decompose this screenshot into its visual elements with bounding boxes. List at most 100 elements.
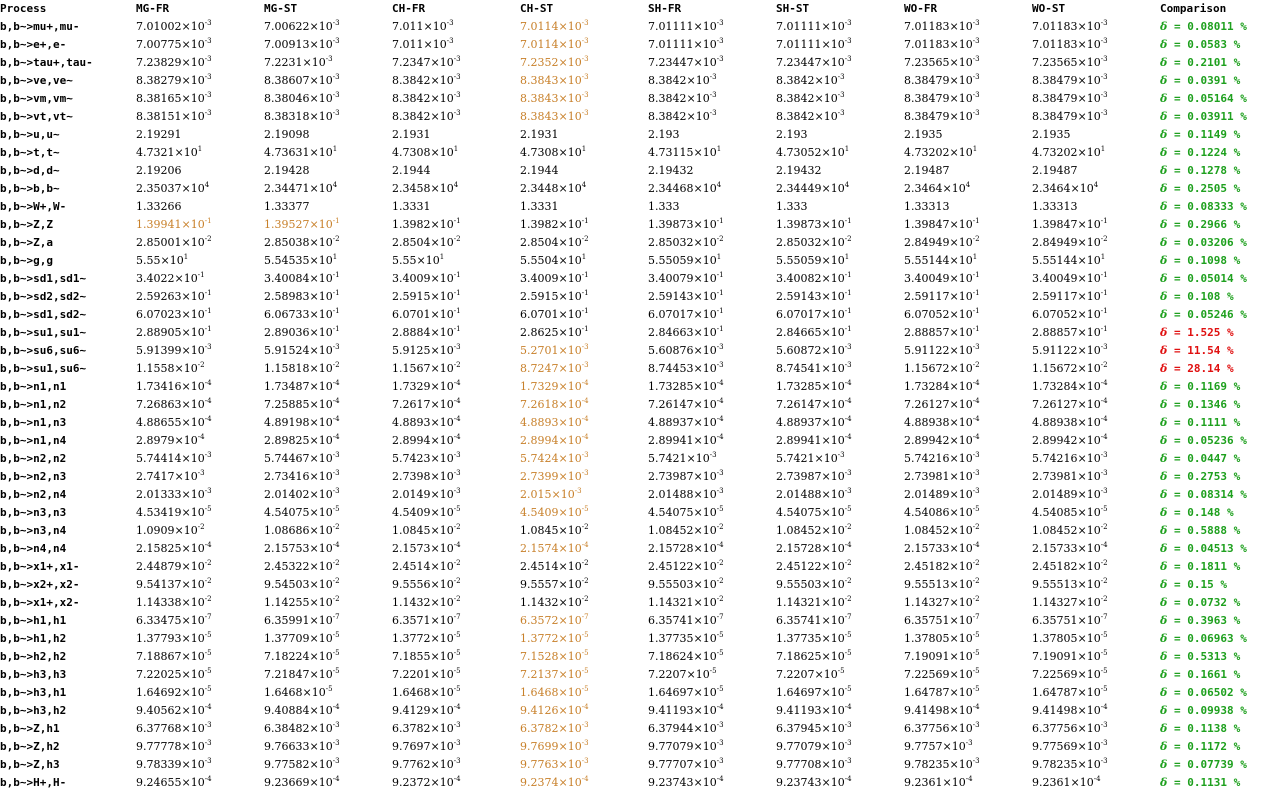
mantissa: 2.58983 [264, 290, 310, 303]
mantissa: 1.08452 [1032, 524, 1078, 537]
value-cell: 6.07023×10-1 [136, 306, 212, 324]
base-ten: 10 [190, 686, 205, 699]
delta-symbol: δ [1160, 416, 1168, 429]
value-cell: 7.2618×10-4 [520, 396, 589, 414]
value-cell: 2.88857×10-1 [1032, 324, 1108, 342]
mantissa: 9.41193 [648, 704, 694, 717]
exponent: 1 [1100, 253, 1106, 261]
value-cell: 1.73285×10-4 [648, 378, 724, 396]
exponent: -5 [204, 667, 212, 675]
value-cell: 1.6468×10-5 [520, 684, 589, 702]
mantissa: 1.39873 [648, 218, 694, 231]
mantissa: 8.38318 [264, 110, 310, 123]
base-ten: 10 [567, 722, 582, 735]
base-ten: 10 [1086, 506, 1101, 519]
exponent: -3 [972, 757, 980, 765]
comparison-delta: δ = 0.05164 % [1160, 92, 1247, 105]
process-name: b,b~>vm,vm~ [0, 92, 73, 105]
mantissa: 3.40049 [1032, 272, 1078, 285]
value-cell: 2.73981×10-3 [904, 468, 980, 486]
base-ten: 10 [318, 488, 333, 501]
mantissa: 8.3842 [776, 110, 815, 123]
mantissa: 2.85038 [264, 236, 310, 249]
mantissa: 1.33313 [904, 200, 950, 213]
mantissa: 3.40079 [648, 272, 694, 285]
mantissa: 1.08452 [776, 524, 822, 537]
mantissa: 7.01111 [648, 38, 694, 51]
mantissa: 7.22569 [1032, 668, 1078, 681]
comparison-delta: δ = 0.1111 % [1160, 416, 1241, 429]
times-sign: × [821, 524, 831, 537]
exponent: -5 [204, 649, 212, 657]
times-sign: × [430, 146, 440, 159]
exponent: -1 [1100, 325, 1108, 333]
times-sign: × [174, 524, 184, 537]
value-cell: 9.5557×10-2 [520, 576, 589, 594]
exponent: -4 [453, 703, 461, 711]
base-ten: 10 [567, 452, 582, 465]
mantissa: 7.00913 [264, 38, 310, 51]
base-ten: 10 [318, 506, 333, 519]
value-cell: 8.38479×10-3 [904, 108, 980, 126]
table-row: b,b~>h1,h1 6.33475×10-7 6.35991×10-7 6.3571… [0, 612, 1264, 630]
delta-value: 1.525 [1187, 326, 1221, 339]
value-cell: 3.40049×10-1 [1032, 270, 1108, 288]
value-cell: 2.3458×104 [392, 180, 458, 198]
value-cell: 9.4129×10-4 [392, 702, 461, 720]
base-ten: 10 [1086, 668, 1101, 681]
exponent: -4 [332, 703, 340, 711]
times-sign: × [821, 740, 831, 753]
base-ten: 10 [958, 38, 973, 51]
times-sign: × [693, 272, 703, 285]
mantissa: 6.33475 [136, 614, 182, 627]
delta-symbol: δ [1160, 614, 1168, 627]
value-cell: 2.7417×10-3 [136, 468, 205, 486]
delta-value: 0.1149 [1187, 128, 1227, 141]
mantissa: 7.01183 [1032, 20, 1078, 33]
exponent: -3 [1100, 37, 1108, 45]
base-ten: 10 [695, 110, 710, 123]
value-cell: 3.4022×10-1 [136, 270, 205, 288]
mantissa: 1.64697 [648, 686, 694, 699]
value-cell: 8.3843×10-3 [520, 108, 589, 126]
value-cell: 8.38479×10-3 [904, 72, 980, 90]
mantissa: 1.6468 [392, 686, 431, 699]
mantissa: 1.1432 [392, 596, 431, 609]
exponent: -3 [1100, 91, 1108, 99]
mantissa: 7.00622 [264, 20, 310, 33]
process-name: b,b~>n3,n3 [0, 506, 67, 519]
value-cell: 1.0845×10-2 [392, 522, 461, 540]
base-ten: 10 [1086, 632, 1101, 645]
base-ten: 10 [830, 506, 845, 519]
exponent: -3 [844, 37, 852, 45]
value-cell: 2.1935 [1032, 126, 1071, 144]
comparison-delta: δ = 0.1149 % [1160, 128, 1241, 141]
comparison-delta: δ = 0.08314 % [1160, 488, 1247, 501]
mantissa: 4.7308 [520, 146, 559, 159]
process-name: b,b~>u,u~ [0, 128, 60, 141]
exponent: -1 [972, 271, 980, 279]
mantissa: 1.14338 [136, 596, 182, 609]
value-cell: 4.88938×10-4 [1032, 414, 1108, 432]
mantissa: 4.54075 [264, 506, 310, 519]
delta-symbol: δ [1160, 200, 1168, 213]
mantissa: 8.3843 [520, 110, 559, 123]
base-ten: 10 [823, 668, 838, 681]
times-sign: × [558, 146, 568, 159]
value-cell: 1.1567×10-2 [392, 360, 461, 378]
exponent: -3 [453, 55, 461, 63]
base-ten: 10 [958, 380, 973, 393]
value-cell: 1.39941×10-1 [136, 216, 212, 234]
mantissa: 9.7699 [520, 740, 559, 753]
exponent: -3 [709, 109, 717, 117]
mantissa: 5.7421 [776, 452, 815, 465]
value-cell: 7.22025×10-5 [136, 666, 212, 684]
value-cell: 7.2347×10-3 [392, 54, 461, 72]
exponent: -5 [325, 685, 333, 693]
base-ten: 10 [567, 506, 582, 519]
value-cell: 2.85032×10-2 [648, 234, 724, 252]
exponent: -5 [844, 685, 852, 693]
times-sign: × [430, 326, 440, 339]
mantissa: 8.38607 [264, 74, 310, 87]
exponent: -4 [844, 397, 852, 405]
